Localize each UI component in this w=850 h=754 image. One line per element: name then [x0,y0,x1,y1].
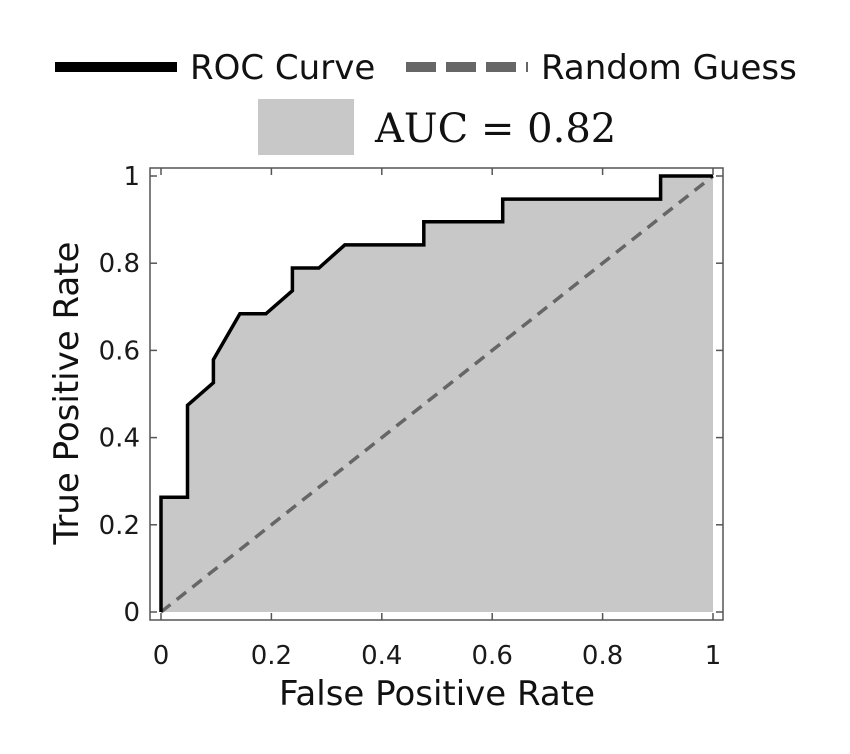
y-axis-label: True Positive Rate [47,242,87,546]
y-tick-label: 0.8 [99,249,140,279]
x-axis-label: False Positive Rate [279,674,595,714]
axes-frame [149,167,724,621]
y-tick-label: 0.2 [99,511,140,541]
x-tick-label: 0 [153,641,170,671]
y-ticks: 0 0.2 0.4 0.6 0.8 1 [99,162,723,628]
plot-area: 0 0.2 0.4 0.6 0.8 1 0 0.2 0.4 0.6 0.8 1 [99,162,724,671]
legend-random-label: Random Guess [541,48,797,88]
y-tick-label: 1 [123,162,140,192]
x-tick-label: 0.2 [251,641,292,671]
x-tick-label: 0.8 [582,641,623,671]
roc-curve-line [159,174,713,612]
x-tick-label: 0.4 [361,641,402,671]
x-ticks: 0 0.2 0.4 0.6 0.8 1 [153,168,722,671]
random-guess-line [159,174,715,614]
legend-roc-label: ROC Curve [190,48,375,88]
x-tick-label: 0.6 [472,641,513,671]
legend: ROC Curve Random Guess AUC = 0.82 [55,48,797,155]
legend-auc-swatch [258,99,354,155]
y-tick-label: 0 [123,598,140,628]
y-tick-label: 0.4 [99,424,140,454]
x-tick-label: 1 [705,641,722,671]
legend-auc-label: AUC = 0.82 [374,106,616,152]
y-tick-label: 0.6 [99,336,140,366]
